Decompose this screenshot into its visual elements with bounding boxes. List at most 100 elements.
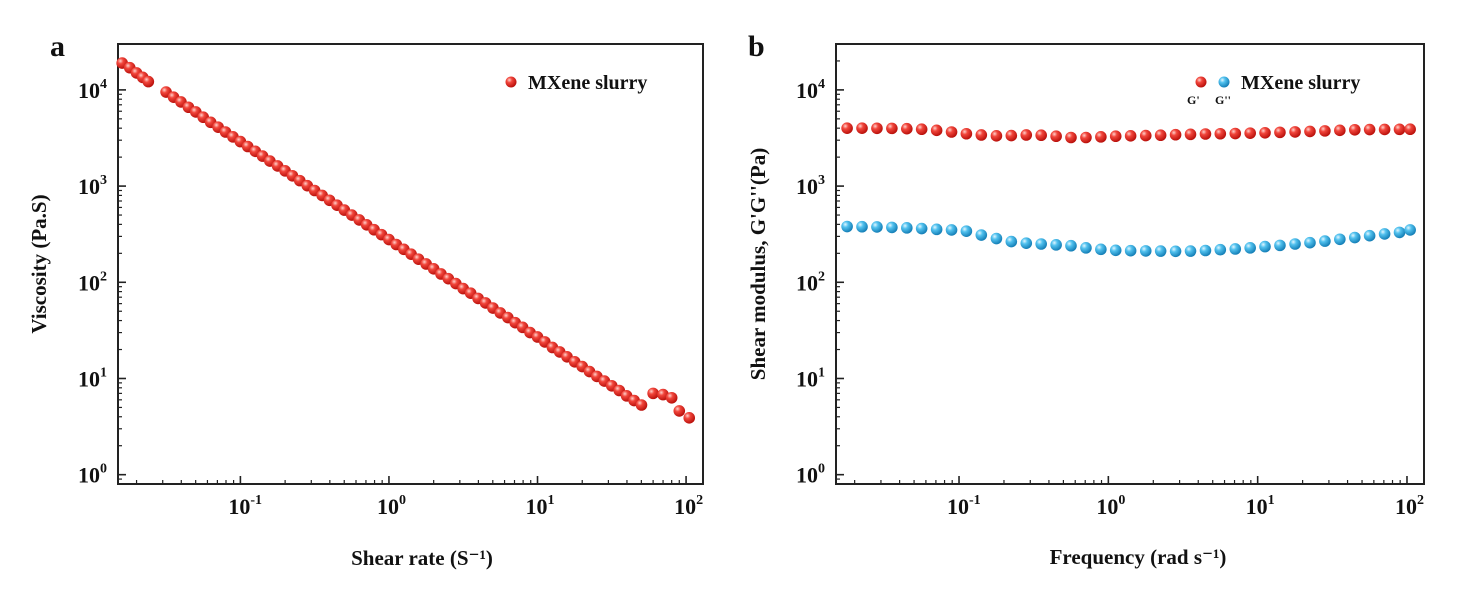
data-point-b-series-0 — [945, 126, 958, 138]
data-point-b-series-0 — [1244, 127, 1256, 139]
y-tick-label-b: 103 — [796, 173, 825, 199]
data-point-b-series-0 — [1363, 123, 1376, 136]
data-point-b-series-1 — [1274, 239, 1286, 252]
y-tick-label-a: 101 — [78, 365, 107, 391]
y-tick-label-b: 104 — [796, 77, 825, 103]
x-tick-label-a: 100 — [377, 493, 406, 519]
data-point-b-series-1 — [1154, 245, 1167, 257]
plot-frame-b — [835, 43, 1425, 485]
data-point-b-series-1 — [930, 223, 943, 236]
x-tick-label-b: 101 — [1246, 493, 1275, 519]
chart-panel-a: a 10-1 100 101 102 100 101 102 103 104 Shear rat… — [27, 30, 704, 570]
plot-area-a: 10-1 100 101 102 100 101 102 103 104 — [78, 57, 703, 519]
data-point-b-series-0 — [886, 122, 898, 135]
legend-sublabel-gprime: G' — [1187, 93, 1200, 107]
data-point-b-series-1 — [975, 229, 988, 241]
data-point-b-series-0 — [1348, 123, 1361, 136]
x-tick-label-a: 102 — [674, 493, 703, 519]
x-tick-label-a: 10-1 — [228, 493, 262, 519]
data-point-b-series-0 — [930, 124, 943, 137]
data-point-b-series-0 — [841, 122, 853, 134]
data-point-a-series-0 — [673, 405, 686, 417]
y-tick-label-a: 102 — [78, 269, 107, 295]
legend-marker-gdoubleprime — [1218, 76, 1230, 88]
data-point-b-series-0 — [871, 122, 883, 135]
y-tick-label-a: 104 — [78, 77, 107, 103]
plot-frame-a — [117, 43, 704, 485]
data-point-b-series-1 — [1199, 244, 1212, 257]
data-point-b-series-0 — [990, 130, 1003, 142]
data-point-b-series-1 — [1184, 245, 1197, 257]
y-tick-label-b: 100 — [796, 462, 825, 488]
x-axis-label-a: Shear rate (S⁻¹) — [351, 546, 493, 570]
data-point-b-series-0 — [1378, 123, 1391, 136]
data-point-b-series-1 — [1393, 226, 1406, 239]
data-point-b-series-0 — [1095, 131, 1107, 143]
data-point-b-series-1 — [886, 221, 898, 234]
data-point-b-series-0 — [1109, 130, 1122, 143]
legend-label-a: MXene slurry — [528, 72, 647, 94]
data-point-b-series-0 — [1334, 124, 1346, 137]
data-point-b-series-1 — [990, 232, 1003, 245]
legend-marker-a — [505, 76, 517, 88]
data-point-b-series-0 — [1139, 129, 1152, 142]
data-point-b-series-0 — [1199, 128, 1212, 140]
legend-a: MXene slurry — [505, 72, 647, 94]
data-point-b-series-1 — [1005, 235, 1018, 248]
data-point-b-series-0 — [1259, 127, 1271, 139]
data-point-b-series-1 — [901, 222, 913, 234]
data-point-b-series-0 — [1169, 128, 1182, 141]
data-point-b-series-1 — [1304, 236, 1316, 249]
data-point-b-series-1 — [1124, 244, 1137, 257]
data-point-b-series-1 — [1095, 243, 1107, 256]
data-point-b-series-0 — [1274, 126, 1286, 139]
data-point-b-series-0 — [915, 123, 928, 136]
data-point-a-series-0 — [142, 75, 155, 88]
y-tick-label-b: 102 — [796, 269, 825, 295]
data-point-b-series-1 — [1035, 238, 1047, 250]
data-point-b-series-0 — [1154, 129, 1167, 142]
data-point-b-series-1 — [1363, 229, 1376, 242]
data-point-b-series-1 — [1139, 245, 1152, 257]
data-point-b-series-1 — [1289, 238, 1301, 250]
data-point-b-series-1 — [1065, 239, 1077, 252]
x-tick-label-b: 102 — [1395, 493, 1424, 519]
data-point-b-series-0 — [1065, 131, 1077, 144]
data-point-b-series-1 — [1378, 228, 1391, 240]
data-point-b-series-1 — [1050, 239, 1062, 251]
data-point-b-series-1 — [1244, 242, 1256, 254]
data-point-b-series-0 — [1035, 129, 1047, 142]
data-point-b-series-0 — [1229, 127, 1242, 140]
data-point-b-series-1 — [1229, 243, 1242, 255]
y-tick-label-b: 101 — [796, 365, 825, 391]
legend-b: MXene slurry G' G'' — [1187, 72, 1360, 107]
data-point-b-series-1 — [871, 221, 883, 233]
data-point-b-series-0 — [1214, 127, 1227, 140]
data-point-b-series-1 — [1404, 224, 1416, 236]
data-point-b-series-1 — [1259, 240, 1271, 253]
data-point-b-series-0 — [1304, 125, 1316, 138]
data-point-b-series-1 — [960, 225, 973, 237]
data-point-b-series-0 — [1005, 129, 1018, 142]
data-point-a-series-0 — [647, 387, 659, 400]
data-point-b-series-1 — [841, 220, 853, 233]
x-tick-label-b: 100 — [1096, 493, 1125, 519]
data-point-b-series-1 — [1334, 233, 1346, 246]
data-point-b-series-0 — [1020, 129, 1033, 141]
data-point-b-series-0 — [1319, 125, 1331, 137]
data-point-b-series-0 — [975, 129, 988, 141]
data-point-b-series-0 — [960, 127, 973, 140]
y-axis-label-b: Shear modulus, G'G''(Pa) — [746, 148, 770, 380]
data-point-b-series-1 — [1080, 242, 1092, 254]
legend-label-b: MXene slurry — [1241, 72, 1360, 94]
y-axis-label-a: Viscosity (Pa.S) — [27, 194, 51, 333]
data-point-b-series-0 — [901, 122, 913, 135]
legend-sublabel-gdoubleprime: G'' — [1215, 93, 1231, 107]
x-tick-label-a: 101 — [526, 493, 555, 519]
data-point-b-series-0 — [1050, 130, 1062, 143]
data-point-b-series-0 — [1124, 130, 1137, 142]
data-point-b-series-0 — [1080, 131, 1092, 144]
data-point-a-series-0 — [665, 391, 678, 404]
x-tick-label-b: 10-1 — [947, 493, 981, 519]
